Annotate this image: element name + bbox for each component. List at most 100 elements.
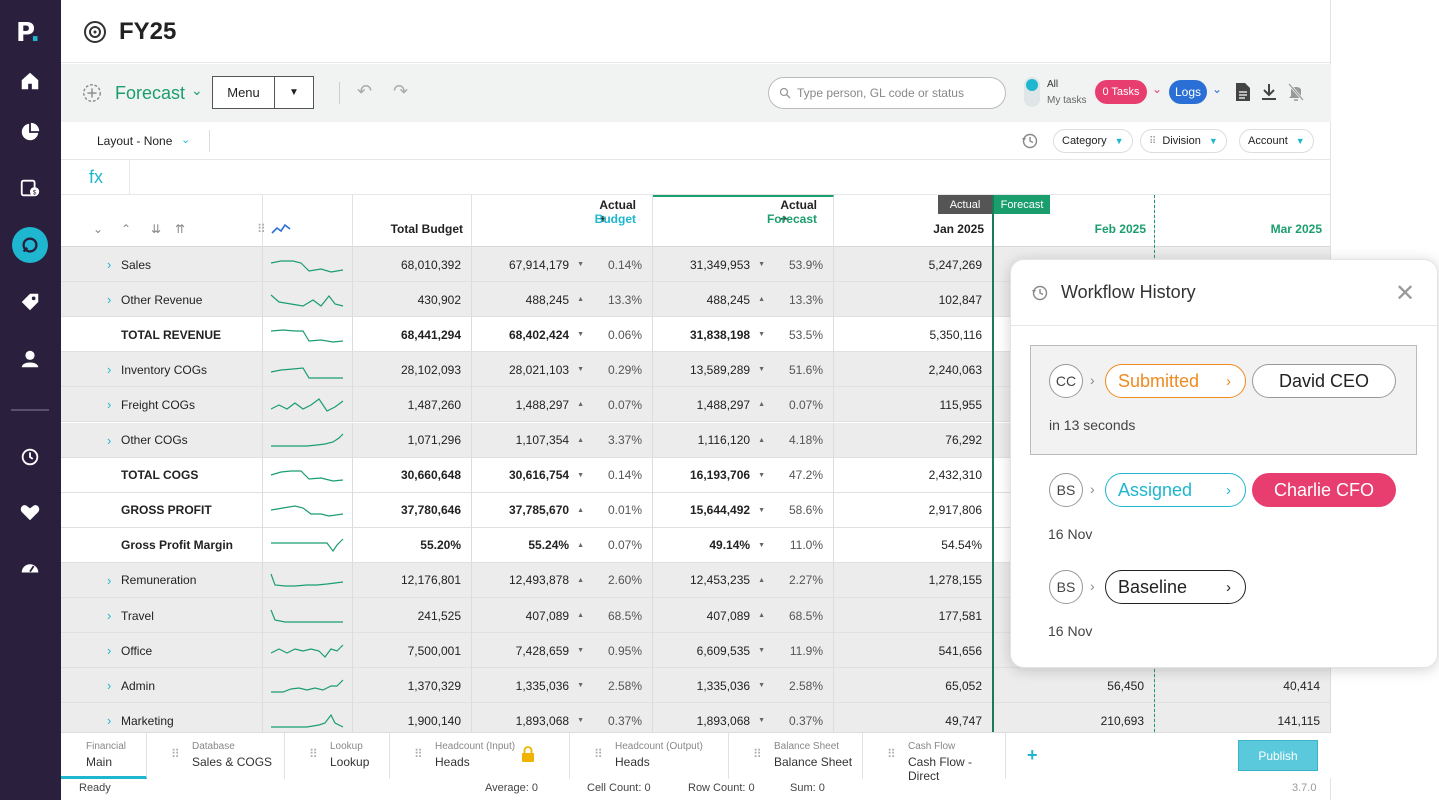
total-budget-cell[interactable]: 241,525 (353, 598, 472, 633)
undo-icon[interactable]: ↶ (357, 81, 373, 101)
total-budget-cell[interactable]: 1,370,329 (353, 668, 472, 704)
table-row[interactable]: GROSS PROFIT 37,780,646 37,785,670 ▲ 0.01% 15… (61, 492, 1331, 528)
jan-cell[interactable]: 2,917,806 (834, 492, 993, 528)
actual-forecast-cell[interactable]: 13,589,289 ▼ 51.6% (653, 352, 834, 388)
jan-cell[interactable]: 76,292 (834, 422, 993, 458)
chevron-right-icon[interactable]: › (107, 572, 112, 588)
tab-balance-sheet[interactable]: ⠿ Balance Sheet Balance Sheet (729, 733, 863, 779)
close-icon[interactable]: ✕ (1395, 280, 1416, 307)
actual-budget-header[interactable]: Actual + Budget (472, 195, 653, 247)
status-badge-assigned[interactable]: Assigned › (1105, 473, 1246, 507)
jan-cell[interactable]: 5,350,116 (834, 317, 993, 353)
planning-icon[interactable] (12, 227, 48, 263)
tab-lookup[interactable]: ⠿ Lookup Lookup (285, 733, 390, 779)
jan-cell[interactable]: 115,955 (834, 387, 993, 423)
actual-budget-cell[interactable]: 28,021,103 ▼ 0.29% (472, 352, 653, 388)
total-budget-cell[interactable]: 68,010,392 (353, 247, 472, 282)
chevron-right-icon[interactable]: › (107, 713, 112, 729)
actual-forecast-cell[interactable]: 407,089 ▲ 68.5% (653, 598, 834, 633)
jan-cell[interactable]: 5,247,269 (834, 247, 993, 282)
drag-handle-icon[interactable]: ⠿ (309, 747, 318, 761)
jan-cell[interactable]: 102,847 (834, 282, 993, 318)
jan-cell[interactable]: 2,240,063 (834, 352, 993, 388)
table-row[interactable]: TOTAL COGS 30,660,648 30,616,754 ▼ 0.14% 16,1… (61, 457, 1331, 493)
feb-cell[interactable]: 210,693 (993, 703, 1155, 732)
actual-forecast-cell[interactable]: 12,453,235 ▲ 2.27% (653, 562, 834, 598)
actual-budget-cell[interactable]: 68,402,424 ▼ 0.06% (472, 317, 653, 353)
logs-chevron-icon[interactable]: ⌄ (1212, 82, 1223, 96)
table-row[interactable]: › Marketing 1,900,140 1,893,068 ▼ 0.37% 1,893,… (61, 703, 1331, 732)
jan-cell[interactable]: 1,278,155 (834, 562, 993, 598)
drag-handle-icon[interactable]: ⠿ (594, 747, 603, 761)
total-budget-cell[interactable]: 430,902 (353, 282, 472, 318)
chevron-right-icon[interactable]: › (107, 678, 112, 694)
chevron-right-icon[interactable]: › (107, 362, 112, 378)
table-row[interactable]: › Admin 1,370,329 1,335,036 ▼ 2.58% 1,335,036 ▼… (61, 668, 1331, 704)
drag-handle-icon[interactable]: ⠿ (753, 747, 762, 761)
mar-cell[interactable]: 141,115 (1155, 703, 1331, 732)
tab-sales-cogs[interactable]: ⠿ Database Sales & COGS (147, 733, 285, 779)
assignee-badge[interactable]: Charlie CFO (1252, 473, 1396, 507)
jan-cell[interactable]: 177,581 (834, 598, 993, 633)
actual-budget-cell[interactable]: 37,785,670 ▲ 0.01% (472, 492, 653, 528)
actual-budget-cell[interactable]: 7,428,659 ▼ 0.95% (472, 633, 653, 669)
chevron-right-icon[interactable]: › (107, 292, 112, 308)
chevron-right-icon[interactable]: › (107, 257, 112, 272)
actual-forecast-cell[interactable]: 488,245 ▲ 13.3% (653, 282, 834, 318)
total-budget-cell[interactable]: 28,102,093 (353, 352, 472, 388)
gauge-icon[interactable] (18, 555, 42, 579)
budget-icon[interactable]: $ (18, 176, 42, 200)
collapse-all-icon[interactable]: ⇊ (151, 222, 162, 236)
chevron-right-icon[interactable]: › (107, 432, 112, 448)
jan-cell[interactable]: 54.54% (834, 527, 993, 563)
total-budget-cell[interactable]: 1,487,260 (353, 387, 472, 423)
expand-all-icon[interactable]: ⇈ (175, 222, 186, 236)
history-icon[interactable] (18, 445, 42, 469)
division-filter[interactable]: ⠿ Division ▼ (1140, 129, 1227, 153)
menu-button[interactable]: Menu (212, 76, 275, 109)
total-budget-cell[interactable]: 30,660,648 (353, 457, 472, 493)
jan-cell[interactable]: 541,656 (834, 633, 993, 669)
actual-forecast-cell[interactable]: 6,609,535 ▼ 11.9% (653, 633, 834, 669)
actual-forecast-cell[interactable]: 1,335,036 ▼ 2.58% (653, 668, 834, 704)
layout-select[interactable]: Layout - None (97, 134, 173, 148)
tab-heads[interactable]: ⠿ Headcount (Output) Heads (570, 733, 729, 779)
status-badge-baseline[interactable]: Baseline › (1105, 570, 1246, 604)
mar-cell[interactable]: 40,414 (1155, 668, 1331, 704)
actual-forecast-cell[interactable]: 16,193,706 ▼ 47.2% (653, 457, 834, 493)
scenario-select[interactable]: Forecast (115, 83, 186, 103)
actual-forecast-cell[interactable]: 15,644,492 ▼ 58.6% (653, 492, 834, 528)
document-icon[interactable] (1234, 82, 1252, 102)
total-budget-cell[interactable]: 1,900,140 (353, 703, 472, 732)
user-icon[interactable] (18, 347, 42, 371)
tab-main[interactable]: Financial Main (61, 733, 147, 779)
tasks-button[interactable]: 0 Tasks (1095, 80, 1147, 104)
app-logo[interactable]: P. (16, 18, 41, 48)
feb-cell[interactable]: 56,450 (993, 668, 1155, 704)
actual-forecast-cell[interactable]: 49.14% ▼ 11.0% (653, 527, 834, 563)
tab-heads[interactable]: ⠿ Headcount (Input) Heads (390, 733, 570, 779)
download-icon[interactable] (1260, 82, 1278, 102)
chevron-right-icon[interactable]: › (107, 643, 112, 659)
redo-icon[interactable]: ↷ (393, 81, 409, 101)
logs-button[interactable]: Logs (1169, 80, 1207, 104)
search-input[interactable]: Type person, GL code or status (768, 77, 1006, 109)
actual-forecast-cell[interactable]: 1,488,297 ▲ 0.07% (653, 387, 834, 423)
total-budget-cell[interactable]: 1,071,296 (353, 422, 472, 458)
actual-forecast-cell[interactable]: 31,838,198 ▼ 53.5% (653, 317, 834, 353)
actual-budget-cell[interactable]: 12,493,878 ▲ 2.60% (472, 562, 653, 598)
actual-budget-cell[interactable]: 488,245 ▲ 13.3% (472, 282, 653, 318)
collapse-icon[interactable]: ⌄ (93, 222, 104, 236)
actual-budget-cell[interactable]: 1,893,068 ▼ 0.37% (472, 703, 653, 732)
jan-cell[interactable]: 65,052 (834, 668, 993, 704)
jan-cell[interactable]: 49,747 (834, 703, 993, 732)
actual-budget-cell[interactable]: 407,089 ▲ 68.5% (472, 598, 653, 633)
actual-forecast-cell[interactable]: 1,893,068 ▼ 0.37% (653, 703, 834, 732)
home-icon[interactable] (18, 69, 42, 93)
actual-budget-cell[interactable]: 30,616,754 ▼ 0.14% (472, 457, 653, 493)
jan-cell[interactable]: 2,432,310 (834, 457, 993, 493)
menu-dropdown-button[interactable]: ▼ (274, 76, 314, 109)
heart-icon[interactable] (18, 500, 42, 524)
actual-budget-cell[interactable]: 1,488,297 ▲ 0.07% (472, 387, 653, 423)
tag-icon[interactable] (18, 290, 42, 314)
